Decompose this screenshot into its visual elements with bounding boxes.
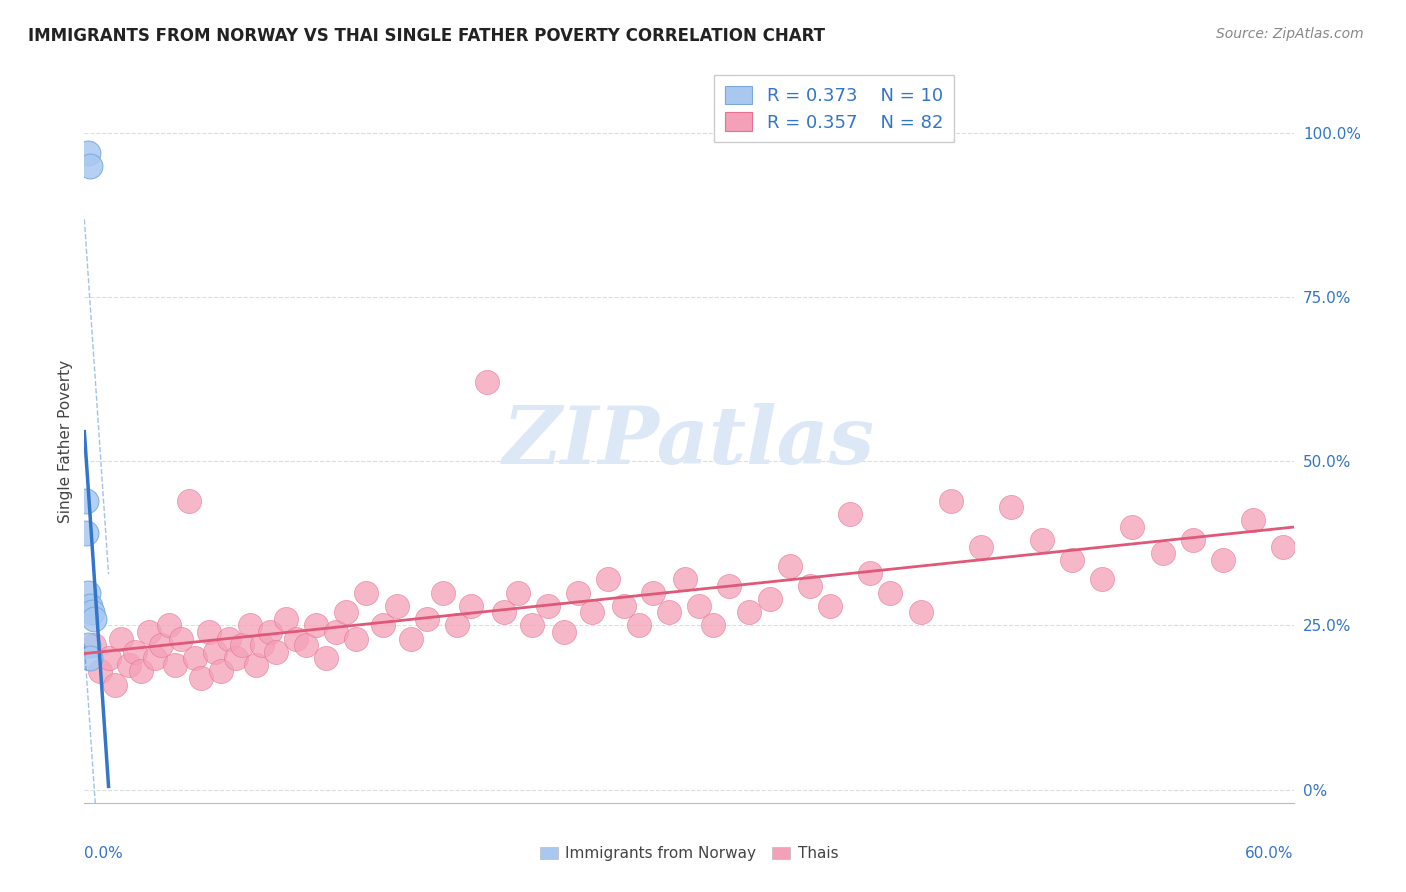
Point	[779, 559, 801, 574]
Point	[613, 599, 636, 613]
Point	[432, 585, 454, 599]
Point	[274, 612, 297, 626]
Point	[371, 618, 394, 632]
Point	[460, 599, 482, 613]
Point	[110, 632, 132, 646]
Point	[149, 638, 172, 652]
Point	[910, 605, 932, 619]
Point	[627, 618, 650, 632]
Point	[641, 585, 664, 599]
Point	[346, 632, 368, 646]
Point	[598, 573, 620, 587]
Point	[184, 651, 207, 665]
Point	[385, 599, 408, 613]
Point	[170, 632, 193, 646]
Point	[82, 605, 104, 619]
Point	[658, 605, 681, 619]
Point	[209, 665, 232, 679]
Point	[1000, 500, 1022, 515]
Text: 0.0%: 0.0%	[84, 847, 124, 861]
Point	[239, 618, 262, 632]
Point	[492, 605, 515, 619]
Point	[758, 592, 780, 607]
Point	[939, 493, 962, 508]
Point	[1181, 533, 1204, 547]
Point	[506, 585, 529, 599]
Point	[1060, 553, 1083, 567]
Point	[537, 599, 560, 613]
Point	[204, 645, 226, 659]
Point	[446, 618, 468, 632]
Point	[79, 159, 101, 173]
Legend: Immigrants from Norway, Thais: Immigrants from Norway, Thais	[533, 840, 845, 867]
Point	[218, 632, 240, 646]
Point	[83, 612, 105, 626]
Point	[581, 605, 603, 619]
Point	[124, 645, 146, 659]
Point	[970, 540, 993, 554]
Text: 60.0%: 60.0%	[1246, 847, 1294, 861]
Point	[79, 599, 101, 613]
Point	[1091, 573, 1114, 587]
Point	[702, 618, 724, 632]
Point	[165, 657, 187, 672]
Point	[325, 625, 347, 640]
Point	[718, 579, 741, 593]
Point	[259, 625, 281, 640]
Point	[1272, 540, 1295, 554]
Point	[1121, 520, 1143, 534]
Point	[1152, 546, 1174, 560]
Point	[879, 585, 901, 599]
Point	[295, 638, 318, 652]
Point	[264, 645, 287, 659]
Point	[118, 657, 141, 672]
Point	[157, 618, 180, 632]
Point	[416, 612, 439, 626]
Point	[553, 625, 575, 640]
Point	[83, 638, 105, 652]
Point	[138, 625, 160, 640]
Point	[231, 638, 253, 652]
Point	[179, 493, 201, 508]
Point	[77, 638, 100, 652]
Point	[250, 638, 273, 652]
Point	[129, 665, 152, 679]
Point	[77, 145, 100, 160]
Point	[285, 632, 308, 646]
Point	[1212, 553, 1234, 567]
Point	[77, 585, 100, 599]
Point	[245, 657, 267, 672]
Text: ZIPatlas: ZIPatlas	[503, 403, 875, 480]
Point	[477, 376, 499, 390]
Point	[818, 599, 841, 613]
Point	[198, 625, 221, 640]
Point	[859, 566, 882, 580]
Point	[104, 677, 127, 691]
Point	[190, 671, 212, 685]
Point	[1241, 513, 1264, 527]
Point	[79, 651, 101, 665]
Point	[799, 579, 821, 593]
Point	[520, 618, 543, 632]
Text: IMMIGRANTS FROM NORWAY VS THAI SINGLE FATHER POVERTY CORRELATION CHART: IMMIGRANTS FROM NORWAY VS THAI SINGLE FA…	[28, 27, 825, 45]
Point	[305, 618, 328, 632]
Text: Source: ZipAtlas.com: Source: ZipAtlas.com	[1216, 27, 1364, 41]
Point	[315, 651, 337, 665]
Point	[738, 605, 761, 619]
Point	[567, 585, 589, 599]
Y-axis label: Single Father Poverty: Single Father Poverty	[58, 360, 73, 523]
Point	[335, 605, 357, 619]
Point	[225, 651, 247, 665]
Point	[97, 651, 120, 665]
Point	[356, 585, 378, 599]
Point	[1031, 533, 1053, 547]
Point	[688, 599, 710, 613]
Point	[75, 526, 97, 541]
Point	[839, 507, 862, 521]
Point	[399, 632, 422, 646]
Point	[143, 651, 166, 665]
Point	[89, 665, 111, 679]
Point	[75, 493, 97, 508]
Point	[673, 573, 696, 587]
